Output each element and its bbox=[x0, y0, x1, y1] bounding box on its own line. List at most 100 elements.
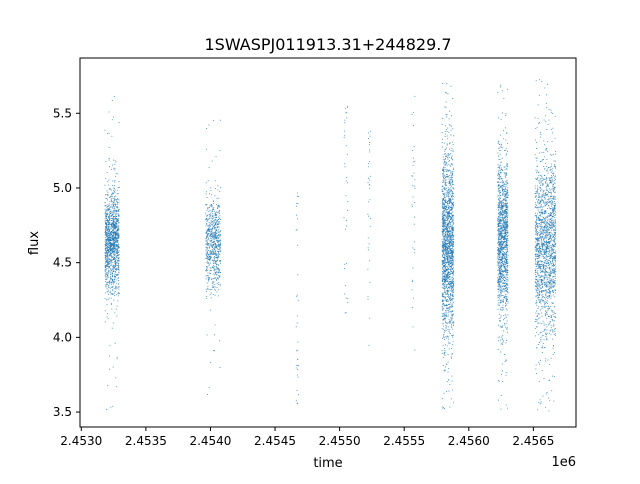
data-point bbox=[442, 261, 444, 263]
data-point bbox=[115, 218, 117, 219]
data-point bbox=[501, 273, 503, 275]
data-point bbox=[112, 251, 113, 253]
data-point bbox=[504, 282, 506, 284]
data-point bbox=[499, 261, 501, 263]
data-point bbox=[444, 239, 446, 241]
data-point bbox=[450, 206, 452, 208]
data-point bbox=[207, 259, 209, 260]
data-point bbox=[449, 248, 451, 249]
data-point bbox=[500, 291, 502, 293]
data-point bbox=[109, 241, 111, 243]
data-point bbox=[443, 331, 445, 333]
data-point bbox=[104, 211, 106, 213]
data-point bbox=[112, 225, 114, 227]
data-point bbox=[104, 265, 106, 267]
data-point bbox=[446, 286, 447, 288]
data-point bbox=[445, 234, 446, 236]
data-point bbox=[105, 216, 107, 218]
data-point bbox=[447, 268, 449, 270]
data-point bbox=[413, 124, 414, 126]
data-point bbox=[106, 261, 108, 263]
data-point bbox=[117, 267, 119, 268]
data-point bbox=[504, 270, 506, 272]
data-point bbox=[503, 188, 505, 190]
data-point bbox=[116, 252, 118, 254]
data-point bbox=[114, 237, 116, 239]
data-point bbox=[216, 270, 218, 272]
data-point bbox=[210, 273, 211, 274]
data-point bbox=[444, 183, 446, 185]
data-point bbox=[112, 236, 114, 238]
season-points bbox=[205, 119, 222, 395]
data-point bbox=[500, 161, 502, 163]
data-point bbox=[507, 232, 509, 234]
data-point bbox=[116, 274, 118, 276]
data-point bbox=[108, 232, 110, 234]
data-point bbox=[214, 225, 216, 226]
data-point bbox=[112, 202, 114, 204]
data-point bbox=[451, 291, 453, 293]
data-point bbox=[110, 278, 112, 279]
data-point bbox=[112, 253, 114, 255]
data-point bbox=[499, 253, 501, 255]
data-point bbox=[497, 230, 499, 232]
data-point bbox=[113, 208, 115, 210]
data-point bbox=[298, 394, 300, 396]
data-point bbox=[106, 235, 108, 237]
data-point bbox=[107, 246, 109, 248]
data-point bbox=[447, 227, 448, 229]
data-point bbox=[451, 287, 453, 289]
data-point bbox=[506, 290, 508, 292]
data-point bbox=[442, 242, 444, 244]
data-point bbox=[117, 250, 119, 252]
data-point bbox=[212, 259, 214, 261]
data-point bbox=[112, 237, 114, 239]
data-point bbox=[449, 177, 451, 179]
data-point bbox=[110, 254, 112, 256]
data-point bbox=[208, 279, 210, 281]
data-point bbox=[411, 289, 413, 291]
data-point bbox=[498, 212, 499, 214]
data-point bbox=[503, 288, 505, 290]
data-point bbox=[452, 287, 454, 289]
data-point bbox=[450, 223, 451, 225]
data-point bbox=[442, 217, 444, 219]
data-point bbox=[442, 275, 444, 277]
data-point bbox=[447, 338, 449, 340]
data-point bbox=[118, 234, 120, 236]
data-point bbox=[443, 213, 445, 215]
data-point bbox=[445, 235, 447, 237]
data-point bbox=[505, 245, 507, 247]
data-point bbox=[444, 330, 446, 332]
data-point bbox=[502, 237, 504, 239]
data-point bbox=[497, 250, 499, 252]
data-point bbox=[452, 389, 454, 391]
data-point bbox=[444, 125, 446, 127]
data-point bbox=[506, 221, 508, 223]
data-point bbox=[498, 242, 500, 244]
data-point bbox=[447, 245, 449, 247]
data-point bbox=[346, 177, 347, 178]
data-point bbox=[502, 299, 504, 301]
data-point bbox=[116, 227, 118, 229]
data-point bbox=[498, 223, 500, 225]
data-point bbox=[213, 256, 215, 257]
data-point bbox=[111, 244, 113, 246]
data-point bbox=[441, 251, 443, 252]
data-point bbox=[106, 190, 108, 192]
data-point bbox=[215, 223, 217, 225]
data-point bbox=[446, 277, 448, 279]
data-point bbox=[369, 260, 371, 262]
data-point bbox=[442, 268, 444, 270]
data-point bbox=[215, 260, 217, 262]
data-point bbox=[452, 217, 454, 219]
data-point bbox=[451, 238, 453, 240]
data-point bbox=[109, 166, 110, 168]
data-point bbox=[213, 281, 215, 283]
data-point bbox=[497, 224, 499, 226]
data-point bbox=[216, 219, 218, 221]
data-point bbox=[451, 283, 452, 285]
data-point bbox=[117, 243, 119, 245]
data-point bbox=[110, 195, 111, 197]
data-point bbox=[451, 245, 453, 247]
